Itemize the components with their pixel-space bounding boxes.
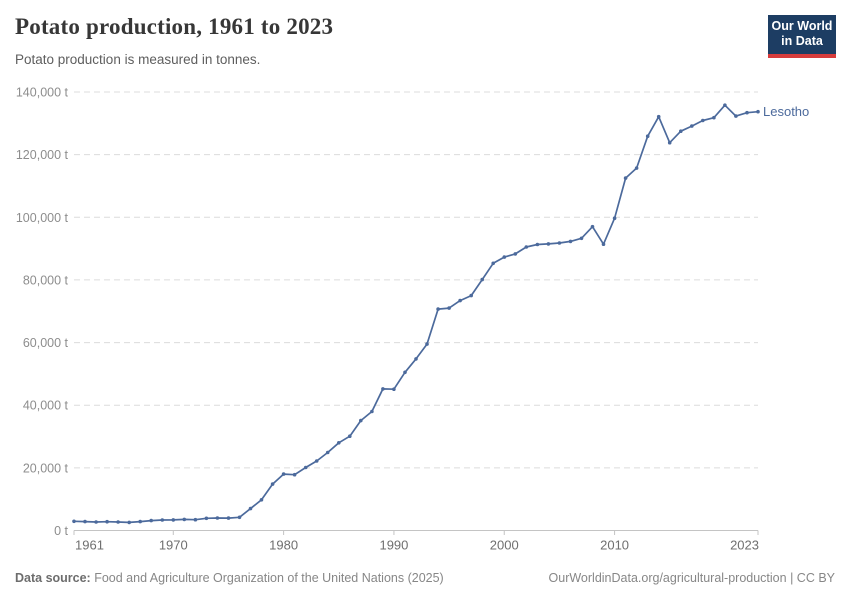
attribution: OurWorldinData.org/agricultural-producti… [549, 571, 835, 585]
data-source: Data source: Food and Agriculture Organi… [15, 571, 444, 585]
x-tick-label: 2023 [730, 538, 759, 553]
chart-title: Potato production, 1961 to 2023 [15, 14, 334, 39]
data-point[interactable] [127, 520, 131, 525]
data-source-text: Food and Agriculture Organization of the… [90, 571, 444, 585]
x-tick-label: 1970 [159, 538, 188, 553]
data-point[interactable] [723, 103, 727, 107]
data-point[interactable] [337, 441, 341, 445]
data-point[interactable] [138, 519, 142, 524]
data-point[interactable] [524, 245, 529, 249]
data-point[interactable] [248, 506, 253, 511]
x-tick-label: 2000 [490, 538, 519, 553]
x-tick-label: 1980 [269, 538, 298, 553]
data-point[interactable] [83, 519, 87, 524]
data-point[interactable] [171, 518, 176, 522]
y-tick-label: 0 t [54, 524, 68, 538]
data-point[interactable] [303, 465, 308, 470]
data-point[interactable] [436, 307, 440, 311]
data-point[interactable] [182, 517, 187, 522]
data-point[interactable] [270, 482, 275, 486]
data-point[interactable] [392, 387, 396, 392]
data-point[interactable] [557, 241, 562, 245]
y-tick-label: 100,000 t [16, 211, 69, 225]
data-point[interactable] [612, 216, 617, 220]
chart-footer: Data source: Food and Agriculture Organi… [15, 571, 835, 585]
data-point[interactable] [756, 109, 760, 114]
data-point[interactable] [601, 242, 606, 246]
owid-logo[interactable]: Our World in Data [768, 15, 836, 58]
data-point[interactable] [193, 517, 198, 522]
owid-logo-line2: in Data [781, 34, 823, 48]
data-point[interactable] [359, 418, 363, 423]
data-point[interactable] [491, 261, 496, 266]
data-point[interactable] [116, 520, 120, 524]
attribution-separator: | [786, 571, 797, 585]
y-tick-label: 40,000 t [23, 399, 69, 413]
data-point[interactable] [292, 472, 297, 477]
data-source-label: Data source: [15, 571, 91, 585]
data-point[interactable] [325, 450, 330, 455]
data-point[interactable] [381, 387, 385, 391]
data-point[interactable] [281, 472, 286, 476]
data-point[interactable] [469, 293, 474, 298]
data-point[interactable] [690, 124, 694, 128]
x-tick-label: 1990 [379, 538, 408, 553]
data-point[interactable] [160, 518, 165, 522]
data-point[interactable] [546, 242, 551, 246]
data-point[interactable] [579, 236, 584, 241]
data-point[interactable] [623, 176, 628, 180]
data-point[interactable] [226, 516, 231, 520]
data-point[interactable] [590, 224, 595, 229]
data-point[interactable] [634, 166, 639, 170]
data-point[interactable] [72, 519, 76, 524]
data-point[interactable] [105, 519, 109, 524]
y-tick-label: 20,000 t [23, 461, 69, 475]
series-label[interactable]: Lesotho [763, 104, 809, 119]
data-point[interactable] [447, 306, 451, 310]
y-tick-label: 140,000 t [16, 86, 69, 100]
data-point[interactable] [667, 140, 672, 145]
y-tick-label: 60,000 t [23, 336, 69, 350]
data-point[interactable] [458, 298, 462, 303]
data-point[interactable] [314, 459, 319, 463]
data-point[interactable] [149, 518, 153, 523]
x-tick-label: 2010 [600, 538, 629, 553]
data-point[interactable] [237, 515, 242, 520]
data-point[interactable] [215, 516, 220, 520]
data-point[interactable] [568, 239, 573, 244]
data-point[interactable] [679, 129, 683, 133]
data-point[interactable] [414, 357, 418, 361]
data-point[interactable] [745, 110, 749, 115]
data-point[interactable] [204, 516, 209, 521]
data-point[interactable] [502, 255, 507, 259]
data-point[interactable] [734, 114, 738, 118]
data-point[interactable] [425, 342, 429, 346]
data-point[interactable] [403, 370, 407, 375]
y-tick-label: 120,000 t [16, 148, 69, 162]
data-point[interactable] [645, 134, 650, 138]
data-point[interactable] [259, 498, 264, 502]
chart-subtitle: Potato production is measured in tonnes. [15, 52, 261, 67]
data-point[interactable] [656, 114, 661, 119]
data-point[interactable] [712, 115, 716, 120]
y-tick-label: 80,000 t [23, 273, 69, 287]
data-point[interactable] [370, 409, 374, 414]
data-point[interactable] [535, 242, 540, 247]
data-point[interactable] [513, 252, 518, 256]
owid-logo-line1: Our World [771, 19, 833, 33]
license-badge: CC BY [796, 571, 835, 585]
data-point[interactable] [94, 520, 98, 524]
x-tick-label: 1961 [75, 538, 104, 553]
data-line[interactable] [73, 104, 759, 524]
data-point[interactable] [701, 118, 705, 123]
data-point[interactable] [480, 277, 485, 282]
data-point[interactable] [348, 434, 352, 439]
attribution-url[interactable]: OurWorldinData.org/agricultural-producti… [548, 571, 787, 585]
